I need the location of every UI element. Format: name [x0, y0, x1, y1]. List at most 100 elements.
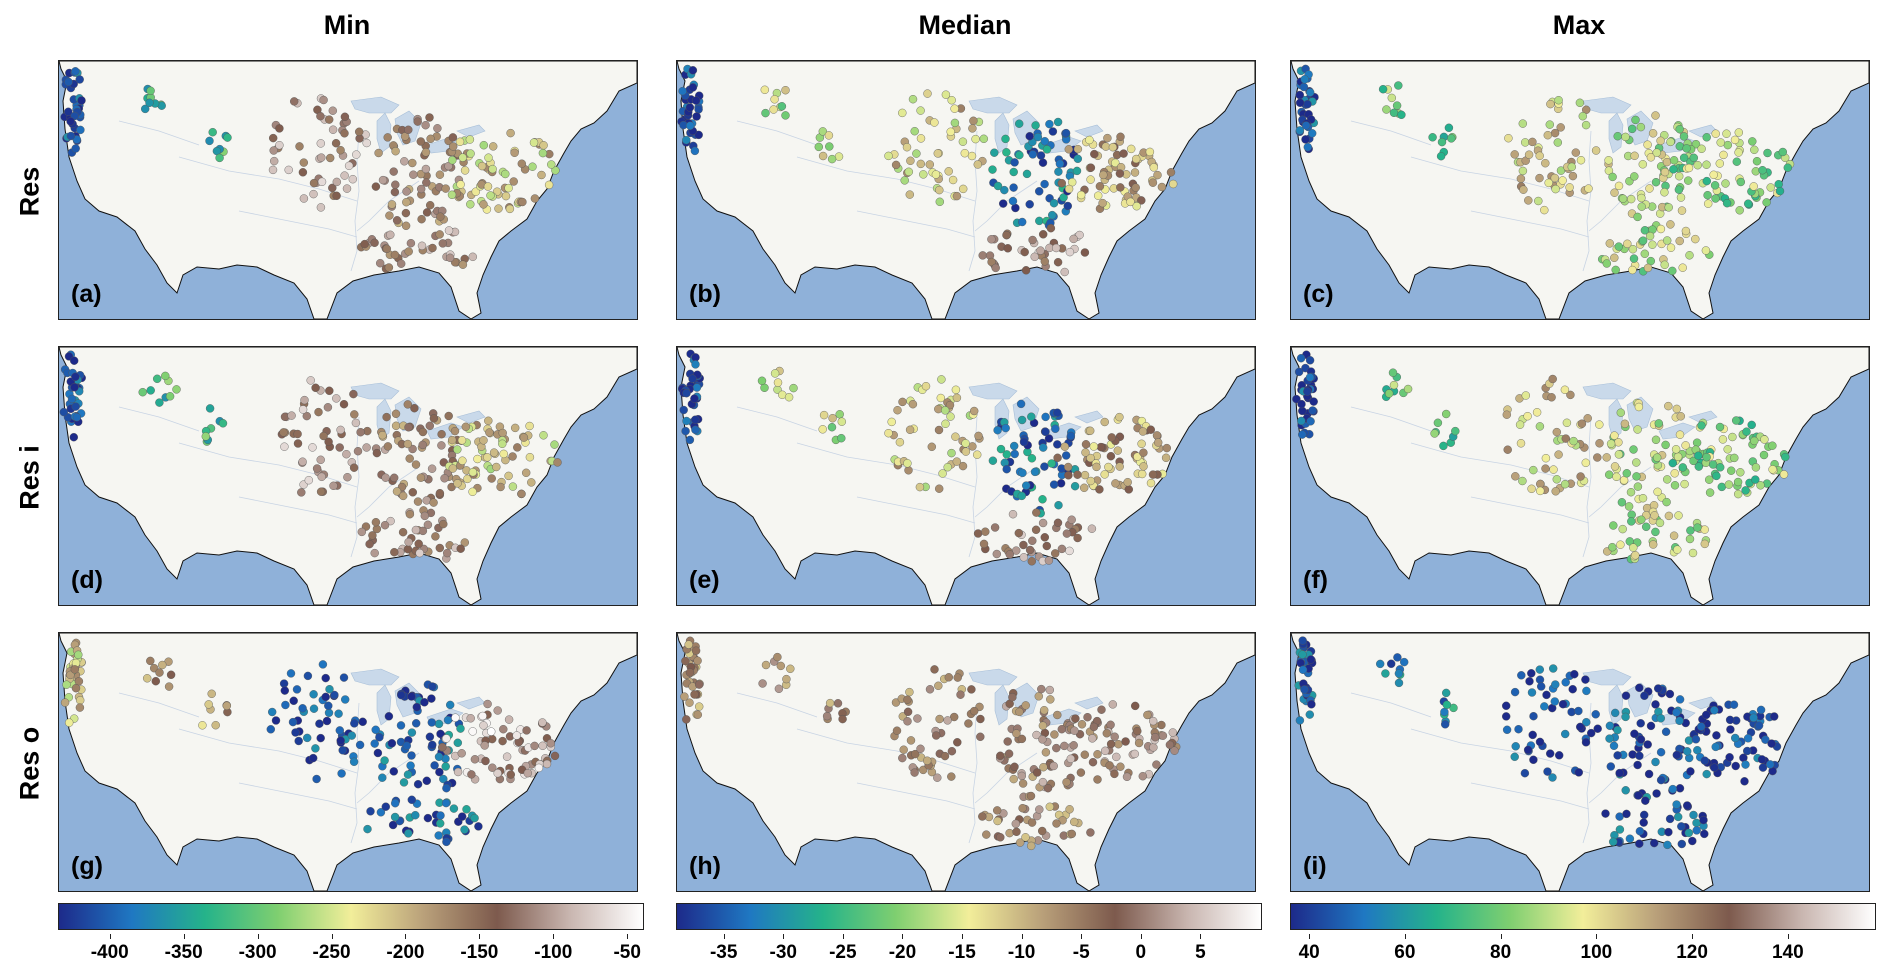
station-marker [400, 157, 409, 166]
station-marker [75, 75, 84, 84]
station-marker [442, 783, 451, 793]
station-marker [1633, 760, 1642, 770]
station-marker [937, 375, 946, 384]
station-marker [1651, 111, 1660, 120]
station-marker [887, 417, 896, 427]
station-marker [1054, 167, 1063, 176]
station-marker [930, 118, 939, 127]
river-line [796, 728, 976, 774]
station-marker [1097, 705, 1106, 714]
station-marker [1675, 695, 1685, 704]
station-marker [1609, 837, 1618, 847]
station-marker [146, 386, 155, 395]
station-marker [415, 548, 424, 558]
station-marker [1621, 786, 1630, 795]
station-marker [1664, 827, 1673, 837]
station-marker [1295, 90, 1305, 100]
station-marker [774, 684, 784, 693]
station-marker [1018, 468, 1027, 478]
map-panel: (b) [676, 60, 1256, 320]
station-marker [363, 824, 372, 834]
station-marker [1030, 467, 1040, 477]
station-marker [967, 151, 977, 161]
station-marker [357, 527, 366, 537]
station-marker [211, 720, 220, 730]
station-marker [441, 762, 450, 771]
station-marker [1384, 389, 1394, 398]
station-marker [1689, 153, 1698, 163]
station-marker [934, 404, 943, 414]
station-marker [152, 374, 162, 383]
station-marker [371, 517, 381, 527]
station-marker [372, 448, 382, 458]
station-marker [1762, 198, 1771, 207]
station-marker [693, 710, 702, 719]
station-marker [1026, 791, 1036, 801]
station-marker [941, 419, 950, 429]
station-marker [1027, 454, 1037, 463]
station-marker [145, 98, 154, 107]
station-marker [517, 489, 526, 499]
colorbar-tick-mark [1081, 934, 1083, 939]
station-marker [446, 700, 455, 710]
colorbar-tick-mark [257, 934, 259, 939]
station-marker [1510, 150, 1519, 159]
station-marker [342, 184, 352, 193]
station-marker [269, 146, 278, 155]
station-marker [1684, 828, 1693, 838]
station-marker [1543, 767, 1552, 776]
station-marker [1529, 755, 1538, 765]
station-marker [538, 148, 548, 158]
station-marker [1309, 397, 1318, 406]
station-marker [383, 133, 392, 142]
station-marker [1756, 705, 1766, 715]
station-marker [451, 713, 460, 722]
station-marker [1717, 482, 1726, 492]
station-marker [421, 164, 431, 174]
station-marker [1015, 150, 1024, 160]
station-marker [1675, 236, 1684, 246]
river-line [968, 416, 978, 558]
station-marker [1106, 720, 1115, 730]
station-marker [498, 439, 507, 449]
station-marker [413, 117, 422, 126]
station-marker [401, 221, 411, 231]
station-marker [299, 194, 309, 203]
river-line [856, 496, 976, 524]
station-marker [1633, 212, 1642, 222]
station-marker [1436, 151, 1446, 161]
station-marker [1133, 452, 1142, 461]
station-marker [508, 452, 517, 461]
station-marker [1732, 416, 1741, 425]
station-marker [428, 740, 437, 750]
station-marker [1046, 695, 1055, 704]
station-marker [1635, 751, 1644, 761]
station-marker [463, 474, 472, 484]
station-marker [405, 454, 414, 463]
station-marker [64, 77, 73, 87]
station-marker [1642, 522, 1651, 532]
station-marker [1723, 140, 1732, 150]
station-marker [1602, 453, 1611, 462]
station-marker [1527, 484, 1536, 494]
station-marker [1053, 710, 1062, 720]
station-marker [1631, 115, 1640, 125]
station-marker [1610, 462, 1620, 471]
station-marker [915, 482, 925, 492]
station-marker [1056, 479, 1066, 488]
station-marker [449, 142, 458, 151]
station-marker [1086, 175, 1095, 184]
station-marker [492, 462, 501, 472]
station-marker [1514, 724, 1523, 734]
station-marker [1593, 724, 1602, 733]
station-marker [1031, 121, 1040, 130]
river-line [356, 752, 420, 804]
river-line [1350, 120, 1432, 146]
station-marker [1131, 183, 1140, 192]
station-marker [499, 724, 508, 734]
station-marker [1680, 479, 1689, 489]
station-marker [1113, 446, 1122, 455]
station-marker [1169, 179, 1178, 189]
station-marker [1510, 752, 1519, 762]
station-marker [1306, 417, 1315, 426]
